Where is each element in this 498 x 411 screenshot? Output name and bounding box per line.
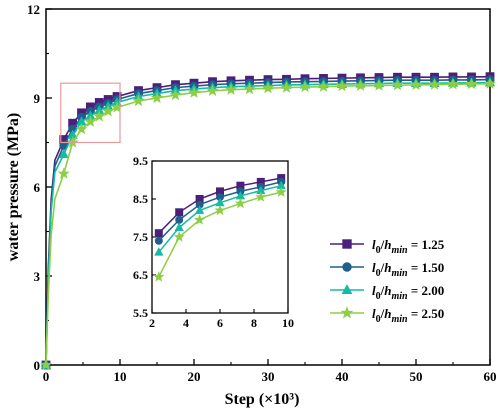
data-point-star (173, 231, 185, 242)
data-point-star (483, 77, 497, 89)
legend-label: l0/hmin = 1.25 (372, 237, 445, 256)
data-point-circle (342, 262, 352, 272)
data-point-star (194, 214, 206, 225)
data-point-star (446, 78, 460, 90)
y-tick-label: 9 (34, 91, 41, 106)
data-point-star (391, 78, 404, 91)
y-axis-title: water pressure (MPa) (5, 113, 22, 261)
data-point-star (428, 78, 441, 90)
inset-plot-frame (151, 160, 289, 314)
data-point-square (175, 208, 184, 217)
data-point-star (153, 271, 165, 282)
inset-y-tick-label: 7.5 (133, 230, 148, 244)
y-tick-label: 3 (34, 269, 41, 284)
inset-x-tick-label: 2 (149, 316, 155, 330)
x-tick-label: 20 (188, 369, 201, 384)
x-tick-label: 10 (114, 369, 127, 384)
legend-entry: l0/hmin = 1.50 (330, 260, 444, 279)
data-point-star (224, 83, 238, 95)
data-point-triangle (154, 247, 164, 256)
legend-label: l0/hmin = 2.50 (372, 306, 444, 325)
legend-entry: l0/hmin = 2.00 (330, 283, 444, 302)
data-point-star (84, 115, 97, 127)
data-point-star (111, 101, 124, 113)
inset-x-tick-label: 4 (183, 316, 189, 330)
data-point-star (298, 80, 312, 93)
x-tick-label: 30 (262, 369, 275, 384)
legend-entry: l0/hmin = 2.50 (330, 306, 444, 325)
data-point-star (243, 82, 256, 95)
data-point-star (234, 197, 246, 209)
data-point-triangle (341, 284, 353, 295)
inset-y-tick-label: 8.5 (133, 192, 148, 206)
data-point-star (255, 191, 267, 202)
inset-y-tick-label: 9.5 (133, 154, 148, 168)
data-point-star (340, 306, 354, 319)
x-tick-label: 60 (484, 369, 497, 384)
inset-y-tick-label: 6.5 (133, 268, 148, 282)
data-point-star (409, 78, 423, 91)
data-point-star (75, 122, 88, 135)
data-point-star (261, 81, 275, 94)
data-point-triangle (58, 148, 69, 159)
x-tick-label: 40 (336, 369, 349, 384)
inset-ticks: 2 4 6 8 10 5.5 6.5 7.5 8.5 9.5 (133, 154, 294, 330)
legend-label: l0/hmin = 2.00 (372, 283, 444, 302)
data-point-star (187, 86, 201, 98)
data-point-star (169, 88, 182, 101)
legend: l0/hmin = 1.25 l0/hmin = 1.50 l0/hmin = 2.… (330, 237, 445, 325)
data-point-star (132, 94, 145, 107)
main-series (39, 72, 497, 371)
data-point-star (372, 79, 386, 91)
legend-entry: l0/hmin = 1.25 (330, 237, 445, 256)
data-point-triangle (194, 205, 205, 214)
data-point-star (102, 105, 115, 117)
data-point-star (93, 110, 106, 122)
x-tick-label: 0 (43, 369, 50, 384)
data-point-star (275, 186, 287, 197)
data-point-square (342, 239, 352, 249)
data-point-star (206, 84, 219, 97)
data-point-star (150, 91, 164, 104)
data-point-star (280, 81, 293, 93)
x-axis-title: Step (×10³) (225, 391, 300, 408)
data-point-star (57, 167, 70, 179)
data-point-triangle (174, 222, 184, 231)
inset-x-tick-label: 8 (251, 316, 257, 330)
data-point-star (354, 79, 367, 91)
inset-x-tick-label: 6 (217, 316, 223, 330)
y-tick-label: 6 (34, 180, 41, 195)
legend-label: l0/hmin = 1.50 (372, 260, 444, 279)
inset-y-tick-label: 5.5 (133, 306, 148, 320)
data-point-star (317, 80, 330, 92)
zoom-region-box (60, 82, 121, 144)
data-point-square (154, 229, 163, 238)
data-point-circle (175, 215, 184, 224)
main-ticks: 0 10 20 30 40 50 60 0 3 6 9 12 (27, 2, 497, 384)
data-point-star (214, 204, 226, 216)
data-point-star (39, 358, 53, 371)
y-tick-label: 12 (27, 2, 40, 17)
data-point-circle (154, 236, 163, 245)
y-tick-label: 0 (34, 358, 41, 373)
data-point-star (465, 77, 478, 90)
inset-x-tick-label: 10 (282, 316, 294, 330)
x-tick-label: 50 (410, 369, 423, 384)
data-point-star (335, 79, 349, 92)
inset-series (153, 174, 287, 282)
inset-series-star (153, 186, 287, 282)
